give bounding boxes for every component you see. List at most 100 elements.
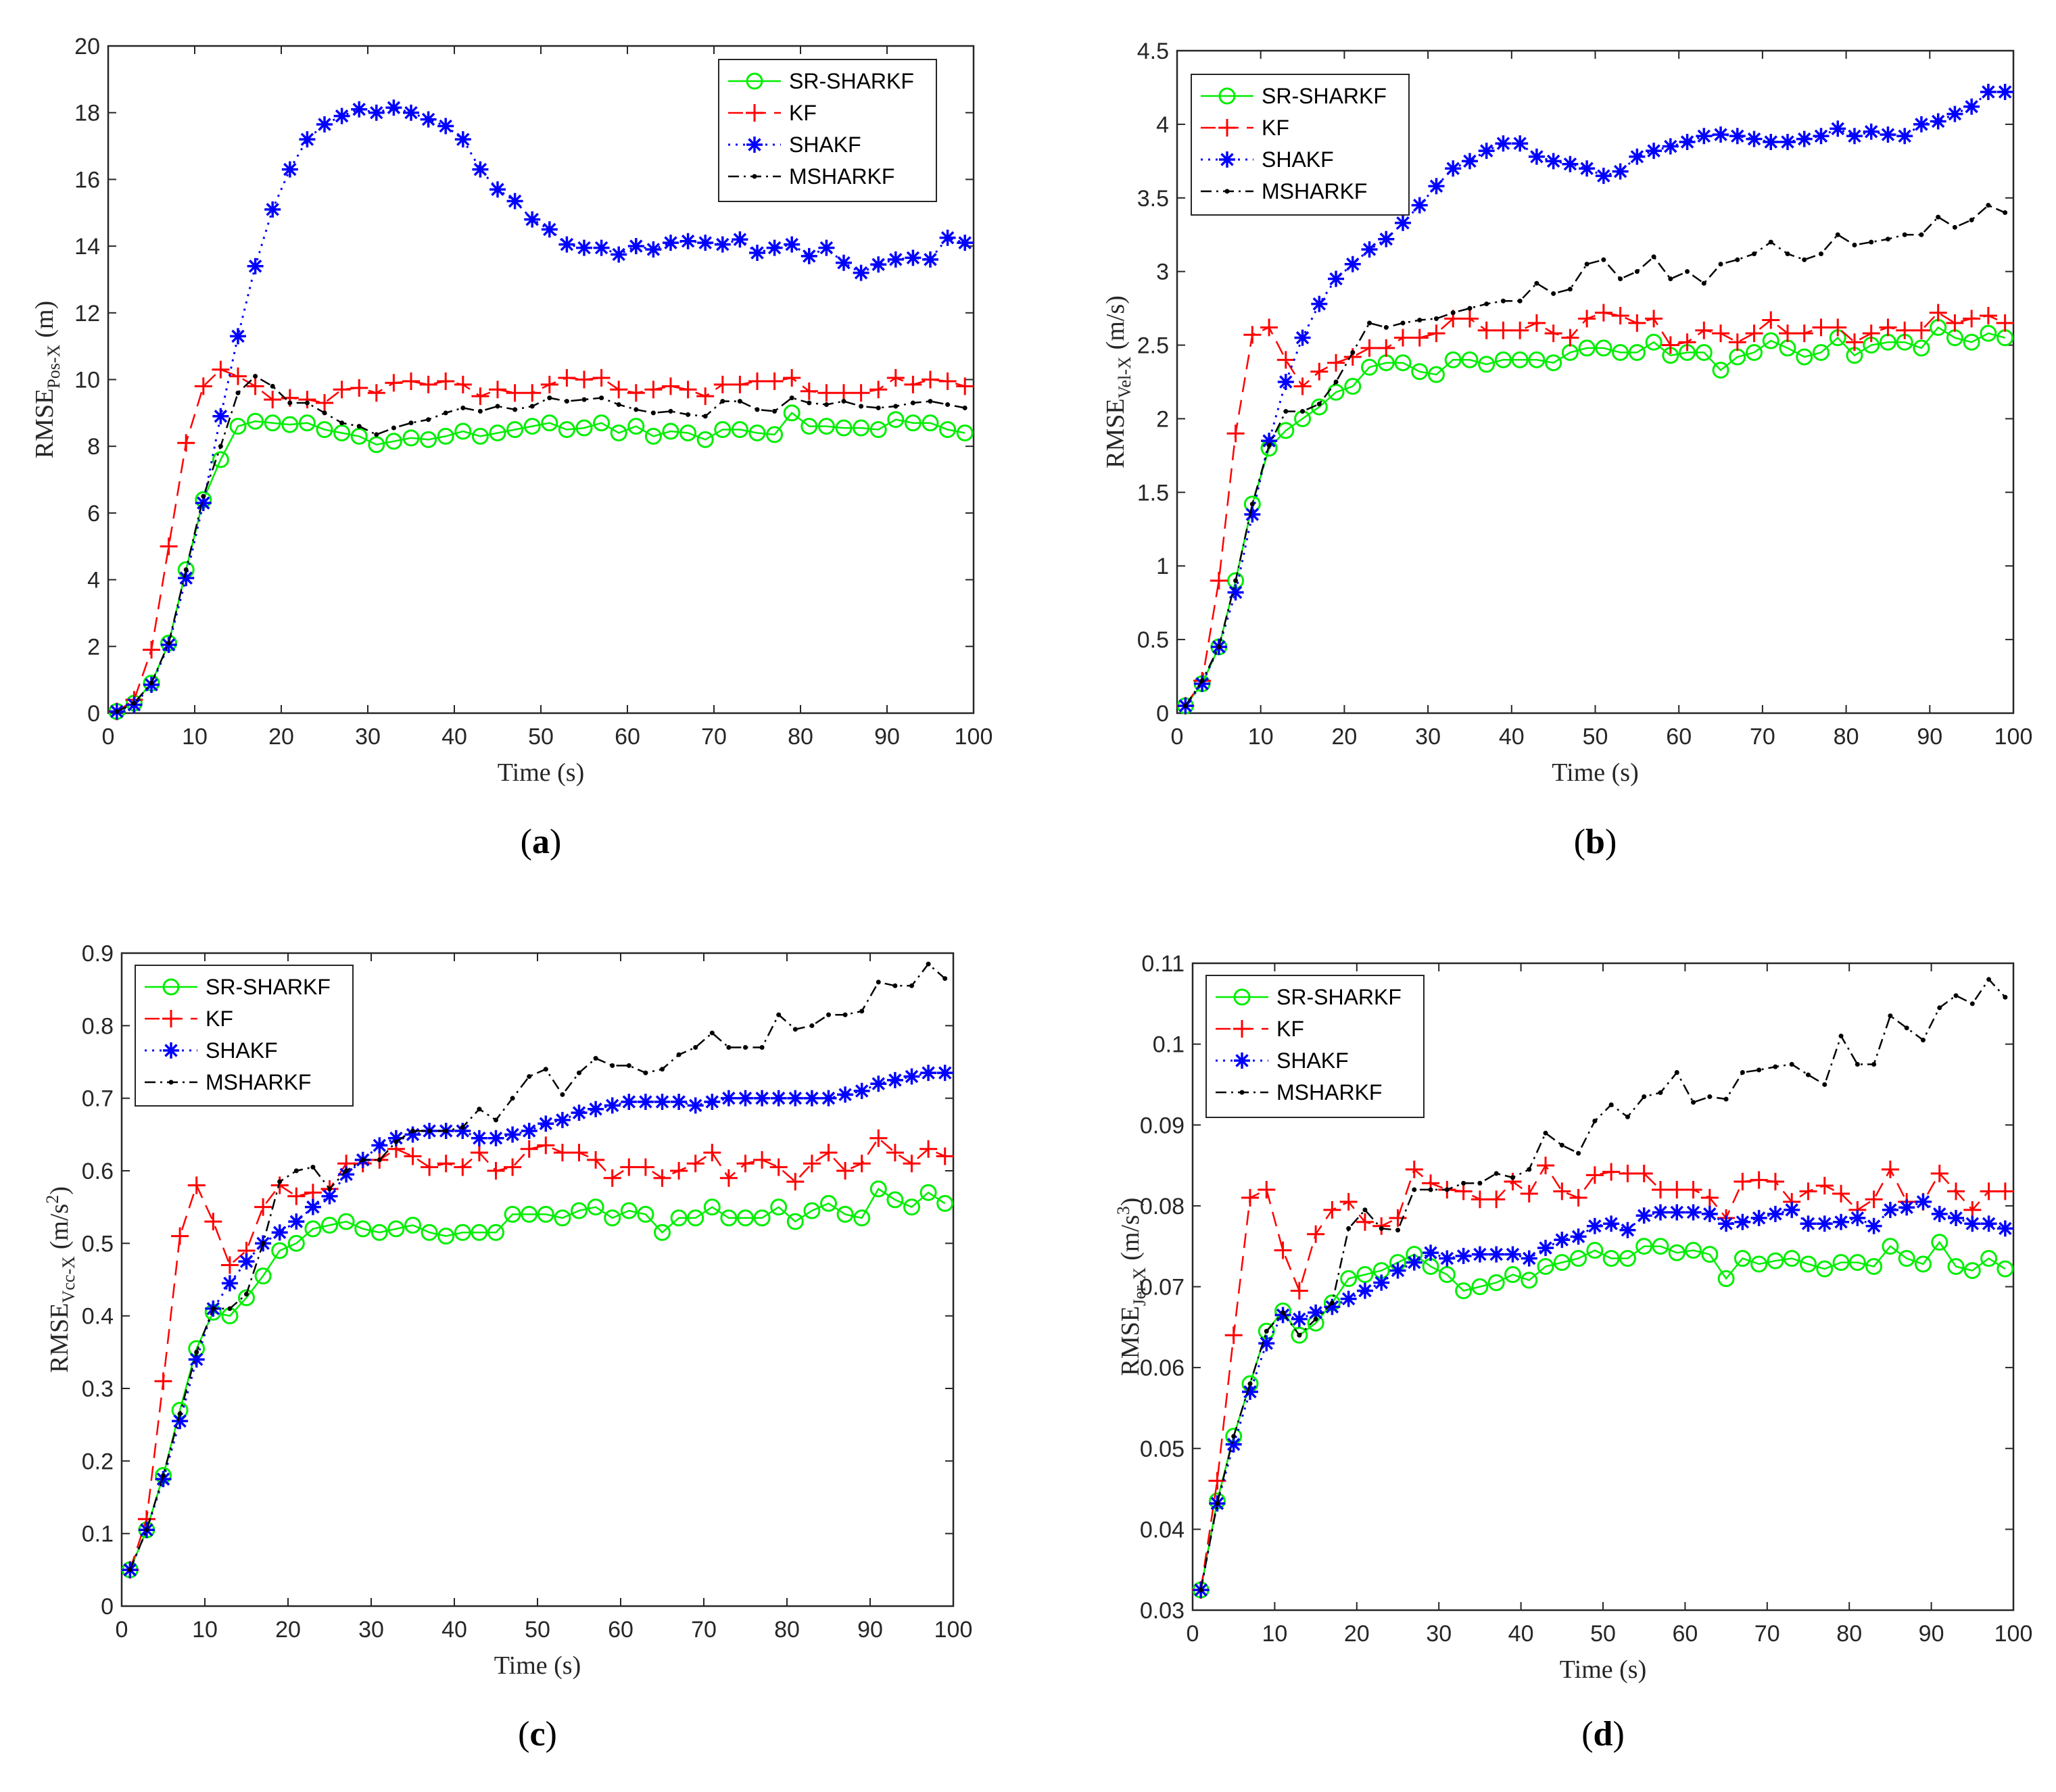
data-point-msharkf: [610, 1063, 615, 1068]
data-point-shakf: [172, 1413, 189, 1430]
data-point-shakf: [1612, 163, 1629, 180]
data-point-msharkf: [543, 1067, 548, 1072]
data-point-sr-sharkf: [766, 426, 784, 443]
data-point-shakf: [576, 239, 592, 256]
data-point-msharkf: [702, 414, 708, 419]
legend-marker-msharkf: [752, 174, 757, 179]
data-point-msharkf: [1920, 1038, 1926, 1043]
data-point-shakf: [1882, 1201, 1898, 1218]
data-point-shakf: [1241, 1384, 1258, 1401]
data-point-msharkf: [1350, 349, 1356, 355]
y-tick-label: 6: [87, 501, 100, 527]
y-tick-label: 12: [74, 301, 100, 326]
data-point-msharkf: [1904, 1025, 1909, 1031]
data-point-sr-sharkf: [1685, 1242, 1702, 1259]
data-point-sr-sharkf: [321, 1217, 338, 1234]
data-point-msharkf: [1362, 1207, 1368, 1213]
data-point-kf: [1865, 1190, 1883, 1209]
data-point-shakf: [939, 229, 956, 246]
data-point-kf: [304, 1184, 322, 1202]
data-point-kf: [1700, 1188, 1719, 1207]
data-point-shakf: [1997, 83, 2013, 100]
data-point-kf: [1258, 1180, 1276, 1198]
data-point-msharkf: [131, 700, 137, 706]
data-point-sr-sharkf: [420, 431, 437, 448]
caption-open-paren: (: [518, 1715, 529, 1753]
data-point-msharkf: [1551, 291, 1556, 296]
x-axis-label: Time (s): [494, 1651, 581, 1680]
data-point-sr-sharkf: [936, 1194, 954, 1212]
x-tick-label: 40: [441, 724, 467, 750]
data-point-shakf: [1406, 1254, 1423, 1271]
y-tick-label: 0.03: [1140, 1598, 1185, 1624]
data-point-shakf: [936, 1065, 953, 1082]
data-point-kf: [603, 1169, 621, 1187]
data-point-shakf: [611, 246, 627, 263]
data-point-msharkf: [1461, 1180, 1466, 1186]
y-tick-label: 0.04: [1140, 1517, 1185, 1543]
data-point-shakf: [288, 1213, 305, 1230]
data-point-kf: [1460, 310, 1479, 328]
data-point-msharkf: [495, 404, 500, 409]
data-point-kf: [662, 377, 679, 395]
legend-marker-sr-sharkf: [746, 72, 763, 90]
data-point-kf: [713, 375, 732, 393]
data-point-sr-sharkf: [1645, 333, 1663, 351]
data-point-shakf: [1445, 160, 1462, 177]
data-point-sr-sharkf: [939, 421, 957, 439]
data-point-kf: [1290, 1282, 1308, 1300]
data-point-msharkf: [1182, 703, 1188, 708]
x-tick-label: 80: [1836, 1621, 1862, 1647]
data-point-sr-sharkf: [1816, 1260, 1834, 1278]
data-point-msharkf: [1838, 1034, 1844, 1039]
data-point-shakf: [1701, 1205, 1718, 1222]
data-point-sr-sharkf: [254, 1267, 272, 1285]
legend-label: SR-SHARKF: [1276, 985, 1402, 1009]
data-point-msharkf: [1608, 1102, 1614, 1107]
data-point-kf: [592, 369, 611, 387]
data-point-kf: [404, 1147, 422, 1165]
data-point-sr-sharkf: [1635, 1238, 1653, 1255]
data-point-kf: [1226, 425, 1245, 443]
data-point-msharkf: [477, 1107, 482, 1112]
data-point-msharkf: [1822, 1082, 1827, 1087]
data-point-kf: [919, 1140, 938, 1158]
data-point-msharkf: [1668, 276, 1673, 282]
data-point-kf: [748, 372, 766, 390]
data-point-msharkf: [1885, 237, 1890, 242]
data-point-msharkf: [393, 1139, 399, 1144]
data-point-kf: [1881, 1161, 1899, 1179]
data-point-msharkf: [322, 410, 327, 416]
data-point-msharkf: [564, 399, 569, 404]
data-point-kf: [1487, 1190, 1506, 1209]
panel-d: 0 10 20 30 40 50 60 70 80 90 100 0.03 0.04 0.05 0.06 0.…: [1114, 951, 2032, 1753]
data-point-shakf: [1816, 1215, 1833, 1232]
x-tick-label: 40: [1508, 1621, 1534, 1647]
data-point-shakf: [1504, 1246, 1521, 1263]
data-point-msharkf: [1383, 324, 1389, 330]
data-point-msharkf: [210, 1306, 216, 1311]
data-point-msharkf: [1773, 1064, 1778, 1069]
data-point-shakf: [1512, 135, 1529, 152]
data-point-shakf: [1277, 374, 1294, 390]
data-point-shakf: [1361, 241, 1378, 258]
data-point-shakf: [1784, 1201, 1800, 1218]
data-point-kf: [1494, 321, 1512, 339]
data-point-shakf: [637, 1094, 654, 1111]
data-point-sr-sharkf: [1438, 1266, 1456, 1284]
data-point-sr-sharkf: [703, 1198, 721, 1216]
data-point-shakf: [1997, 1220, 2013, 1237]
data-point-sr-sharkf: [1487, 1274, 1505, 1292]
data-point-shakf: [1291, 1311, 1308, 1328]
data-point-shakf: [454, 131, 471, 148]
data-point-shakf: [404, 1126, 421, 1143]
data-point-shakf: [420, 111, 437, 128]
data-point-kf: [1293, 377, 1312, 395]
data-point-sr-sharkf: [571, 1202, 588, 1219]
panel-c: 0 10 20 30 40 50 60 70 80 90 100 0 0.1 0.2 0.3 0.4 0.5 0.…: [43, 941, 972, 1753]
data-point-shakf: [957, 235, 974, 251]
data-point-msharkf: [1333, 379, 1339, 385]
data-point-msharkf: [909, 983, 914, 988]
y-label-unit: (m/s: [1116, 1215, 1145, 1261]
data-point-kf: [853, 1155, 871, 1173]
